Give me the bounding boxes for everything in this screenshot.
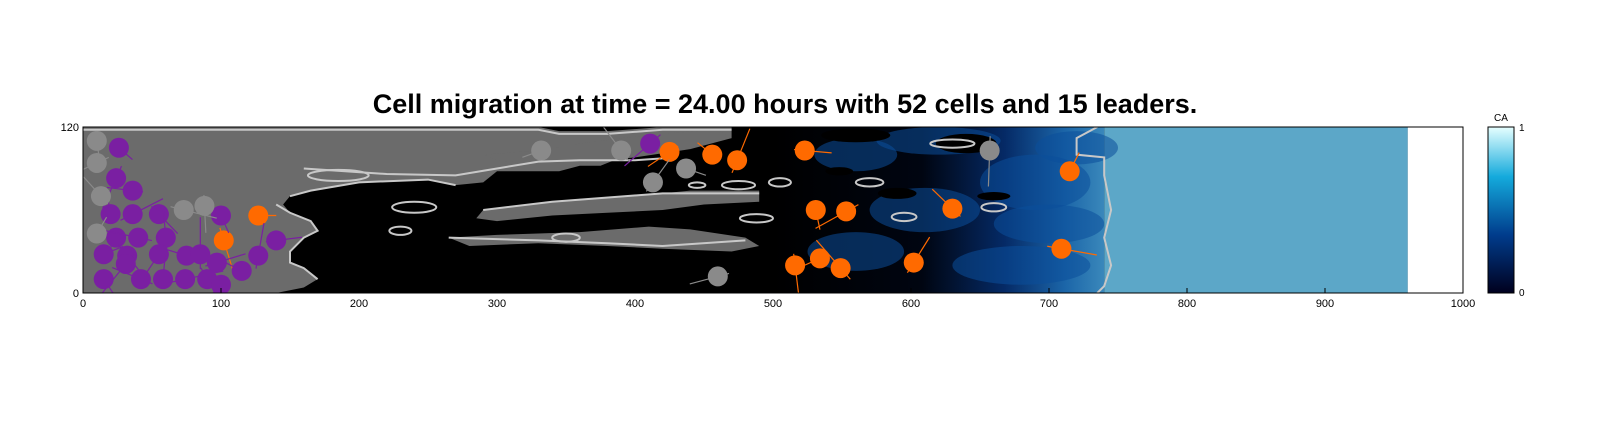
followers-cell-marker xyxy=(232,261,252,281)
leaders-cell-marker xyxy=(727,150,747,170)
followers-cell-marker xyxy=(149,244,169,264)
inactive-cell-marker xyxy=(87,224,107,244)
x-tick-label: 800 xyxy=(1178,298,1196,310)
inactive-cell-marker xyxy=(531,141,551,161)
followers-cell-marker xyxy=(123,204,143,224)
ca-concentration-field xyxy=(83,127,1463,293)
x-tick-label: 200 xyxy=(350,298,368,310)
colorbar-tick-max: 1 xyxy=(1519,123,1525,134)
followers-cell-marker xyxy=(123,181,143,201)
followers-cell-marker xyxy=(153,269,173,289)
followers-cell-marker xyxy=(248,246,268,266)
y-tick-label: 0 xyxy=(73,288,79,300)
inactive-cell-marker xyxy=(980,141,1000,161)
inactive-cell-marker xyxy=(87,153,107,173)
leaders-cell-marker xyxy=(660,142,680,162)
leaders-cell-marker xyxy=(214,230,234,250)
followers-cell-marker xyxy=(128,228,148,248)
leaders-cell-marker xyxy=(806,200,826,220)
inactive-cell-marker xyxy=(643,172,663,192)
field-pocket xyxy=(825,167,853,175)
leaders-cell-marker xyxy=(836,201,856,221)
leaders-cell-marker xyxy=(1051,239,1071,259)
field-saturated xyxy=(1104,127,1408,293)
field-pocket xyxy=(977,192,1010,200)
x-tick-label: 100 xyxy=(212,298,230,310)
field-pocket xyxy=(821,128,890,142)
followers-cell-marker xyxy=(640,134,660,154)
followers-cell-marker xyxy=(106,228,126,248)
inactive-cell-marker xyxy=(676,159,696,179)
followers-cell-marker xyxy=(266,230,286,250)
colorbar-label: CA xyxy=(1494,113,1508,124)
inactive-cell-marker xyxy=(194,196,214,216)
leaders-cell-marker xyxy=(795,141,815,161)
colorbar-gradient xyxy=(1488,127,1514,293)
chart-title: Cell migration at time = 24.00 hours wit… xyxy=(373,89,1198,119)
plot-area xyxy=(67,123,1463,308)
y-tick-label: 120 xyxy=(61,122,79,134)
colorbar-tick-min: 0 xyxy=(1519,288,1525,299)
x-tick-label: 0 xyxy=(80,298,86,310)
followers-cell-marker xyxy=(109,138,129,158)
inactive-cell-marker xyxy=(87,131,107,151)
inactive-cell-marker xyxy=(611,141,631,161)
x-tick-label: 600 xyxy=(902,298,920,310)
followers-cell-marker xyxy=(175,269,195,289)
leaders-cell-marker xyxy=(248,206,268,226)
followers-cell-marker xyxy=(94,269,114,289)
x-tick-label: 1000 xyxy=(1451,298,1475,310)
x-tick-label: 300 xyxy=(488,298,506,310)
leaders-cell-marker xyxy=(785,255,805,275)
x-tick-label: 900 xyxy=(1316,298,1334,310)
inactive-cell-marker xyxy=(174,200,194,220)
leaders-cell-marker xyxy=(810,248,830,268)
inactive-cell-marker xyxy=(708,266,728,286)
followers-cell-marker xyxy=(106,168,126,188)
followers-cell-marker xyxy=(131,269,151,289)
followers-cell-marker xyxy=(149,204,169,224)
field-outside-domain xyxy=(1408,127,1463,293)
leaders-cell-marker xyxy=(702,145,722,165)
inactive-cell-marker xyxy=(91,186,111,206)
colorbar: CA 1 0 xyxy=(1488,113,1525,299)
leaders-cell-marker xyxy=(1060,161,1080,181)
field-blob xyxy=(994,204,1104,243)
x-tick-label: 700 xyxy=(1040,298,1058,310)
x-tick-label: 400 xyxy=(626,298,644,310)
followers-cell-marker xyxy=(116,254,136,274)
x-tick-label: 500 xyxy=(764,298,782,310)
leaders-cell-marker xyxy=(942,199,962,219)
leaders-cell-marker xyxy=(904,253,924,273)
field-pocket xyxy=(878,188,917,199)
followers-cell-marker xyxy=(94,244,114,264)
leaders-cell-marker xyxy=(831,258,851,278)
